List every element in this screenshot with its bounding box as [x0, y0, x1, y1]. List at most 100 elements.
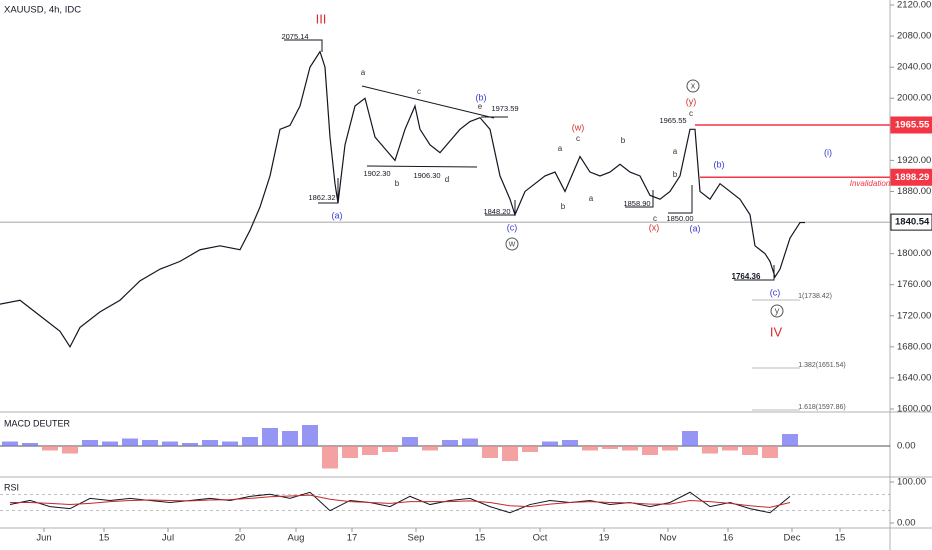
annotation: Invalidation — [850, 179, 891, 188]
x-tick-label: Dec — [784, 533, 801, 544]
macd-bar — [662, 446, 678, 451]
y-tick-label: 1800.00 — [897, 248, 931, 259]
annotation: (b) — [714, 159, 725, 169]
annotation: 1973.59 — [491, 104, 518, 113]
annotation: 1862.32 — [308, 193, 335, 202]
annotation: (b) — [476, 92, 487, 102]
macd-bar — [42, 446, 58, 451]
annotation: c — [576, 134, 580, 143]
y-tick-label: 2000.00 — [897, 93, 931, 104]
y-tick-label: 1720.00 — [897, 310, 931, 321]
price-line — [0, 50, 805, 349]
fib-lines — [752, 299, 800, 411]
y-tick-label: 1640.00 — [897, 372, 931, 383]
x-tick-label: Oct — [533, 533, 548, 544]
annotation: (y) — [686, 96, 697, 106]
macd-bar — [782, 434, 798, 446]
y-tick-label: 2120.00 — [897, 0, 931, 11]
annotation: 1858.90 — [623, 199, 650, 208]
wave-circle — [770, 304, 784, 318]
wave-circle — [505, 237, 519, 251]
wave-circle — [686, 79, 700, 93]
macd-bar — [222, 441, 238, 446]
x-tick-label: 16 — [723, 533, 734, 544]
macd-bar — [582, 446, 598, 451]
macd-bar — [442, 440, 458, 446]
macd-bar — [102, 441, 118, 446]
annotation: 1906.30 — [413, 171, 440, 180]
annotation: 1(1738.42) — [798, 293, 832, 300]
macd-bar — [642, 446, 658, 455]
annotation: a — [361, 68, 366, 77]
annotation: 1.382(1651.54) — [798, 362, 845, 369]
level-tag — [890, 213, 932, 231]
macd-bar — [362, 446, 378, 455]
x-tick-label: Jun — [36, 533, 51, 544]
marker-line — [284, 39, 323, 52]
annotation: (i) — [824, 147, 832, 157]
level-label: 1898.29 — [895, 172, 929, 183]
x-tick-label: 15 — [99, 533, 110, 544]
marker-line — [734, 265, 775, 281]
annotation: b — [673, 170, 678, 179]
y-tick-label: 1880.00 — [897, 186, 931, 197]
macd-bar — [382, 446, 398, 452]
y-tick-label: 0.00 — [897, 441, 916, 452]
annotation: b — [621, 136, 626, 145]
annotation: (a) — [690, 223, 701, 233]
annotation: (c) — [770, 287, 781, 297]
y-tick-label: 2040.00 — [897, 62, 931, 73]
trend-line — [366, 165, 478, 168]
x-tick-label: Sep — [408, 533, 425, 544]
y-tick-label: 1760.00 — [897, 279, 931, 290]
y-tick-label: 2080.00 — [897, 31, 931, 42]
macd-bar — [482, 446, 498, 458]
level-label: 1965.55 — [895, 120, 930, 131]
macd-bar — [322, 446, 338, 469]
macd-bar — [542, 441, 558, 446]
y-tick-label: 1680.00 — [897, 341, 931, 352]
drawings — [284, 39, 775, 281]
annotation: 1764.36 — [732, 272, 761, 281]
annotation: a — [673, 147, 678, 156]
macd-bar — [122, 438, 138, 446]
annotation: (x) — [649, 222, 660, 232]
annotation: (w) — [572, 122, 585, 132]
macd-bar — [722, 446, 738, 451]
annotation: 1965.55 — [659, 116, 686, 125]
macd-bar — [682, 431, 698, 446]
x-tick-label: Jul — [162, 533, 174, 544]
macd-bar — [602, 446, 618, 449]
macd-bar — [282, 431, 298, 446]
macd-bar — [522, 446, 538, 452]
macd-bar — [462, 438, 478, 446]
annotation: b — [395, 179, 400, 188]
macd-bar — [142, 440, 158, 446]
macd-bar — [62, 446, 78, 454]
macd-bar — [502, 446, 518, 461]
annotation: e — [478, 102, 483, 111]
annotation: (c) — [507, 222, 518, 232]
macd-bar — [2, 441, 18, 446]
annotation: III — [316, 11, 327, 26]
annotation: c — [689, 109, 693, 118]
macd-bar — [342, 446, 358, 458]
annotation: a — [589, 194, 594, 203]
annotation: 2075.14 — [281, 32, 308, 41]
annotation: 1850.00 — [666, 214, 693, 223]
level-tag — [890, 116, 932, 134]
y-tick-label: 0.00 — [897, 518, 916, 529]
y-tick-label: 1920.00 — [897, 155, 931, 166]
annotation: 1.618(1597.86) — [798, 404, 845, 411]
macd-bar — [82, 440, 98, 446]
annotation: 1902.30 — [363, 169, 390, 178]
x-tick-label: 15 — [835, 533, 846, 544]
x-tick-label: 20 — [235, 533, 246, 544]
macd-bar — [22, 443, 38, 446]
macd-bar — [302, 425, 318, 446]
macd-bar — [762, 446, 778, 458]
macd-bar — [402, 437, 418, 446]
y-tick-label: 1600.00 — [897, 404, 931, 415]
